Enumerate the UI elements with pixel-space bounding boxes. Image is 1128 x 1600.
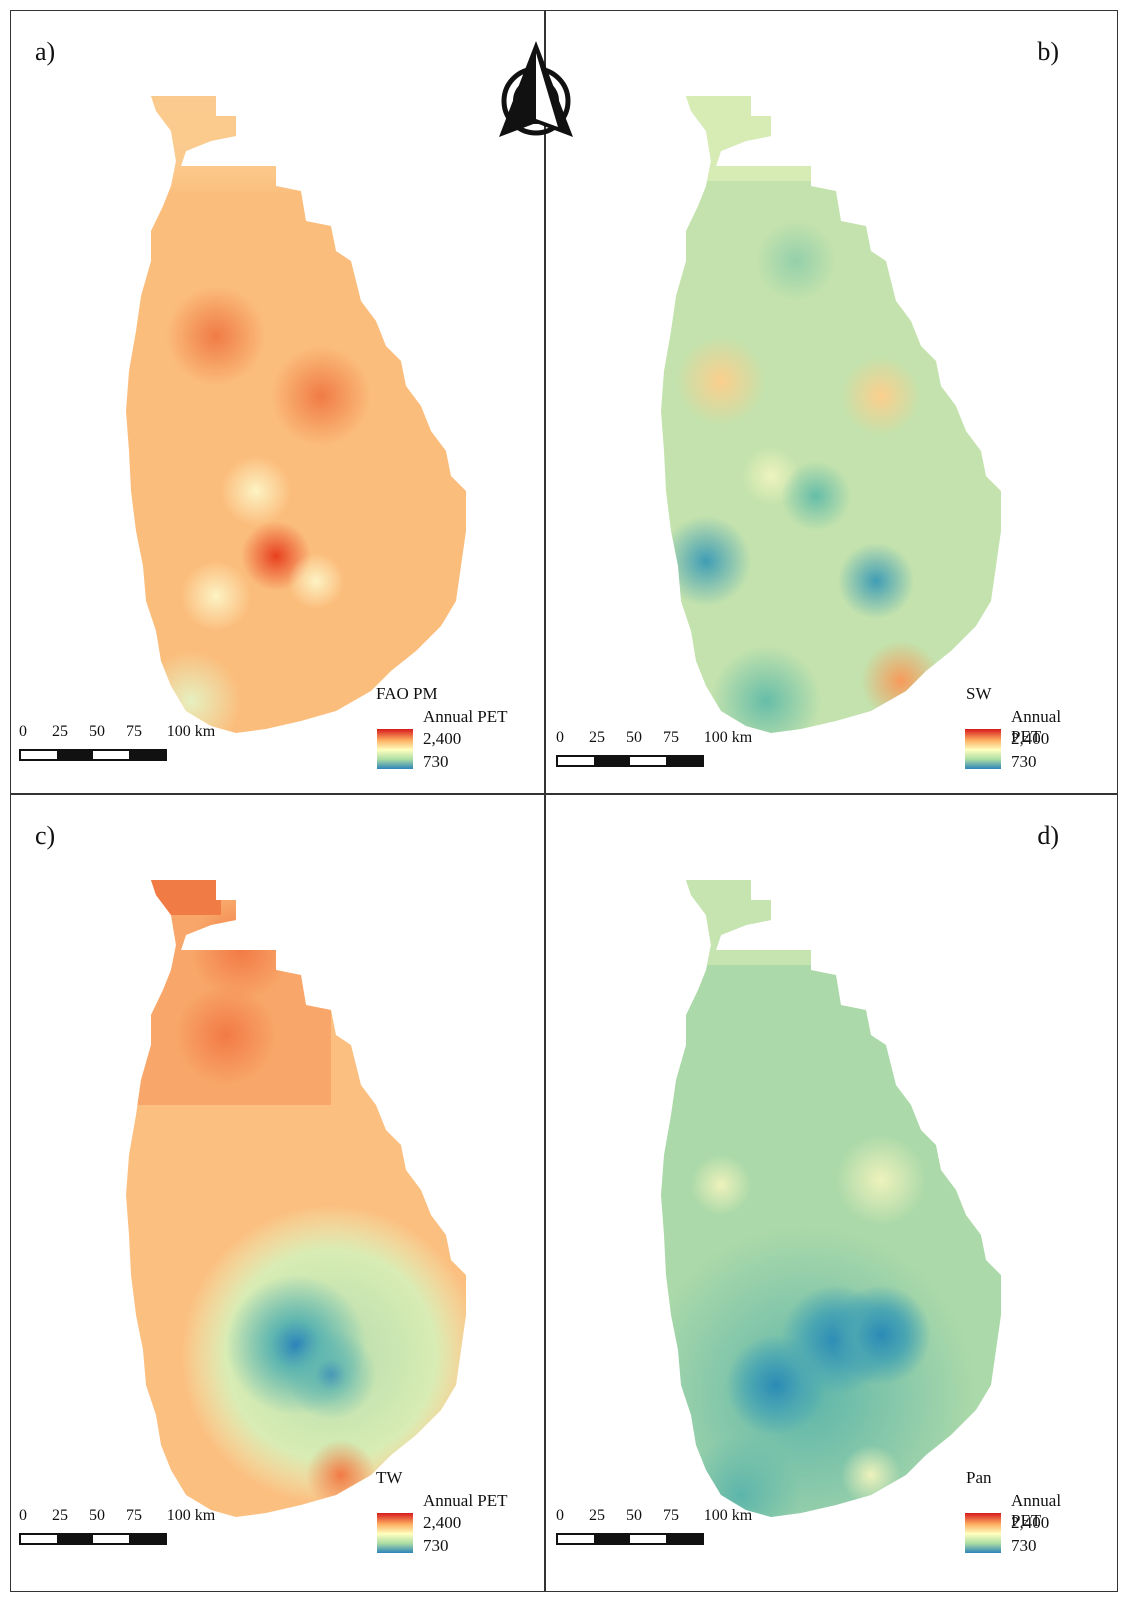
- legend-min: 730: [1011, 1536, 1037, 1555]
- legend-min: 730: [423, 752, 449, 771]
- scale-tick: 0: [556, 729, 564, 746]
- scale-tick: 0: [556, 1507, 564, 1524]
- method-label: FAO PM: [376, 684, 438, 703]
- method-label: SW: [966, 684, 992, 703]
- legend-max: 2,400: [1011, 729, 1050, 748]
- legend-title: Annual PET: [423, 707, 508, 726]
- legend-color-ramp: [377, 729, 413, 769]
- scale-tick: 25: [52, 1507, 68, 1524]
- panel-label: c): [35, 821, 56, 850]
- scale-tick: 0: [19, 1507, 27, 1524]
- panel-label: b): [1037, 37, 1059, 66]
- map-panel-c: c) TW Annual PET 2,400 730 0 25 50 75 10…: [11, 795, 544, 1577]
- method-label: Pan: [966, 1468, 992, 1487]
- pet-map-pan: [661, 880, 1001, 1517]
- legend-color-ramp: [965, 729, 1001, 769]
- scale-tick: 75: [663, 1507, 679, 1524]
- method-label: TW: [376, 1468, 403, 1487]
- scale-tick: 0: [19, 723, 27, 740]
- scale-tick: 75: [126, 1507, 142, 1524]
- legend-min: 730: [423, 1536, 449, 1555]
- scale-tick: 75: [663, 729, 679, 746]
- north-arrow-icon: [499, 41, 573, 137]
- map-panel-a: a) FAO PM Annual PET 2,400 730 0 25 50 7…: [11, 11, 544, 793]
- scale-tick: 100 km: [166, 1507, 216, 1524]
- legend-max: 2,400: [1011, 1513, 1050, 1532]
- scale-tick: 100 km: [703, 729, 753, 746]
- legend-title: Annual PET: [1011, 707, 1062, 746]
- legend-color-ramp: [965, 1513, 1001, 1553]
- legend-color-ramp: [377, 1513, 413, 1553]
- scale-bar: 0 25 50 75 100 km: [19, 1507, 215, 1557]
- pet-map-fao-pm: [126, 96, 466, 733]
- panel-divider-vertical: [544, 11, 546, 1591]
- legend-max: 2,400: [423, 1513, 462, 1532]
- scale-bar: 0 25 50 75 100 km: [556, 729, 752, 779]
- panel-label: d): [1037, 821, 1059, 850]
- scale-bar: 0 25 50 75 100 km: [19, 723, 215, 773]
- legend-min: 730: [1011, 752, 1037, 771]
- figure-frame: a) FAO PM Annual PET 2,400 730 0 25 50 7…: [10, 10, 1118, 1592]
- scale-tick: 50: [626, 1507, 642, 1524]
- scale-tick: 50: [89, 723, 105, 740]
- scale-tick: 100 km: [703, 1507, 753, 1524]
- legend-max: 2,400: [423, 729, 462, 748]
- scale-tick: 100 km: [166, 723, 216, 740]
- pet-map-sw: [661, 96, 1001, 733]
- legend-title: Annual PET: [423, 1491, 508, 1510]
- scale-tick: 75: [126, 723, 142, 740]
- legend-title: Annual PET: [1011, 1491, 1062, 1530]
- panel-label: a): [35, 37, 56, 66]
- scale-tick: 25: [52, 723, 68, 740]
- scale-tick: 25: [589, 1507, 605, 1524]
- scale-tick: 25: [589, 729, 605, 746]
- map-panel-b: b) SW Annual PET 2,400 730 0 25 50 75 10…: [546, 11, 1079, 793]
- pet-map-tw: [126, 880, 466, 1517]
- map-panel-d: d) Pan Annual PET 2,400 730 0 25 50 75 1…: [546, 795, 1079, 1577]
- scale-tick: 50: [89, 1507, 105, 1524]
- scale-bar: 0 25 50 75 100 km: [556, 1507, 752, 1557]
- scale-tick: 50: [626, 729, 642, 746]
- panel-divider-horizontal: [11, 793, 1117, 795]
